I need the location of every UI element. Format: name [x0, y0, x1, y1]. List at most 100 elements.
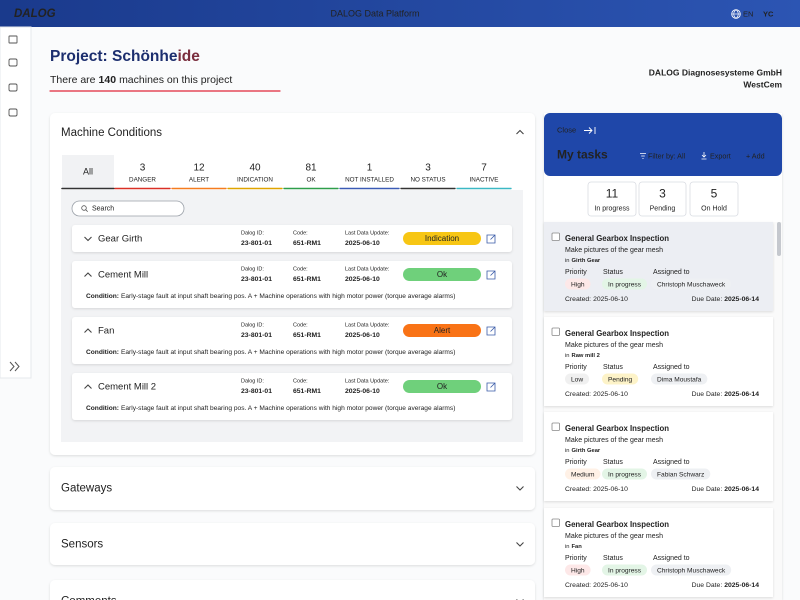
field-label: Dalog ID: — [241, 322, 264, 328]
created-value: 2025-06-10 — [593, 391, 628, 398]
condition-text: Condition: Early-stage fault at input sha… — [86, 293, 455, 300]
location-name: Raw mill 2 — [572, 353, 600, 359]
field-value: 23-801-01 — [241, 276, 272, 283]
section-panel[interactable] — [50, 523, 535, 565]
language[interactable]: EN — [743, 9, 753, 18]
task-pill-text: Pending — [608, 376, 633, 383]
task-description: Make pictures of the gear mesh — [565, 437, 663, 444]
platform-title: DALOG Data Platform — [330, 8, 419, 18]
field-value: 23-801-01 — [241, 240, 272, 247]
field-value: 2025-06-10 — [345, 332, 380, 339]
task-pill-text: In progress — [608, 567, 642, 574]
machine-card: Fan Dalog ID: 23-801-01 Code: 651-RM1 Last Da… — [72, 317, 512, 364]
field-value: 23-801-01 — [241, 388, 272, 395]
chevron-down[interactable] — [516, 542, 524, 547]
task-title: General Gearbox Inspection — [565, 329, 669, 338]
task-pill-text: Christoph Muschaweck — [657, 567, 726, 574]
task-summary[interactable]: 5 On Hold — [689, 181, 739, 217]
nav-icon[interactable] — [8, 83, 18, 92]
due-date: Due Date: 2025-06-14 — [692, 391, 760, 398]
status-tab[interactable]: 12 ALERT — [171, 163, 227, 190]
chevron-up[interactable] — [84, 272, 92, 277]
open-link-icon[interactable] — [486, 382, 496, 392]
filter-button[interactable]: Filter by: All — [648, 151, 686, 160]
field-label: Status — [603, 459, 623, 466]
search-box[interactable] — [71, 200, 185, 217]
open-link-icon[interactable] — [486, 234, 496, 244]
section-panel[interactable] — [50, 580, 535, 600]
status-tab[interactable]: 81 OK — [283, 163, 339, 190]
open-link-icon[interactable] — [486, 326, 496, 336]
task-card-bg — [544, 412, 773, 501]
field-label: Assigned to — [653, 364, 690, 371]
logo: DALOG — [14, 8, 56, 20]
status-tab[interactable]: 3 NO STATUS — [400, 163, 456, 190]
task-summary[interactable]: 3 Pending — [638, 181, 687, 217]
condition-label: Condition: — [86, 349, 119, 356]
field-label: Priority — [565, 459, 587, 466]
task-checkbox[interactable] — [551, 327, 560, 336]
chevron-up[interactable] — [84, 328, 92, 333]
nav-icon[interactable] — [8, 108, 18, 117]
task-pill — [565, 278, 591, 290]
location-name: Girth Gear — [572, 258, 601, 264]
chevron-up[interactable] — [84, 384, 92, 389]
tab-count: 3 — [140, 163, 146, 174]
section-title: Sensors — [61, 539, 103, 551]
task-card-bg — [544, 222, 773, 311]
created-label: Created: — [565, 486, 591, 493]
created-date: Created: 2025-06-10 — [565, 486, 628, 493]
project-title: Project: Schönheide — [50, 48, 200, 65]
task-pill-text: In progress — [608, 281, 642, 288]
field-label: Last Data Update: — [345, 322, 390, 328]
machine-name: Gear Girth — [98, 234, 142, 245]
status-tab[interactable]: 1 NOT INSTALLED — [339, 163, 400, 190]
status-tab[interactable]: 7 INACTIVE — [456, 163, 512, 190]
created-date: Created: 2025-06-10 — [565, 296, 628, 303]
expand-icon[interactable] — [9, 361, 20, 372]
task-pill-text: High — [571, 567, 585, 574]
task-pill-text: Christoph Muschaweck — [657, 281, 726, 288]
panel-title: Machine Conditions — [61, 127, 162, 139]
chevron-down[interactable] — [516, 486, 524, 491]
task-pill — [602, 468, 647, 480]
section-panel[interactable] — [50, 467, 535, 510]
task-location: in Raw mill 2 — [565, 353, 600, 359]
status-tab[interactable]: 3 DANGER — [114, 163, 171, 190]
task-summary[interactable]: 11 In progress — [587, 181, 637, 217]
status-tab[interactable]: 40 INDICATION — [227, 163, 283, 190]
user-initials[interactable]: YC — [763, 9, 774, 18]
chevron-down[interactable] — [84, 236, 92, 242]
created-date: Created: 2025-06-10 — [565, 391, 628, 398]
summary-box — [638, 181, 687, 217]
chevron-up[interactable] — [516, 129, 524, 135]
project-title-end: ide — [177, 48, 200, 65]
summary-count: 3 — [659, 187, 666, 201]
task-card[interactable]: General Gearbox Inspection Make pictures … — [544, 317, 773, 406]
task-card[interactable]: General Gearbox Inspection Make pictures … — [544, 412, 773, 501]
nav-icon[interactable] — [8, 58, 18, 67]
field-label: Status — [603, 269, 623, 276]
task-location: in Girth Gear — [565, 448, 601, 454]
task-card[interactable]: General Gearbox Inspection Make pictures … — [544, 222, 773, 311]
field-value: 651-RM1 — [293, 276, 321, 283]
task-checkbox[interactable] — [551, 422, 560, 431]
task-location: in Fan — [565, 544, 582, 550]
task-card[interactable]: General Gearbox Inspection Make pictures … — [544, 508, 773, 597]
status-tab[interactable]: All — [61, 155, 115, 190]
close-button[interactable]: Close — [557, 125, 576, 134]
tab-count: 1 — [367, 163, 373, 174]
task-checkbox[interactable] — [551, 518, 560, 527]
machine-card-bg — [72, 373, 512, 420]
summary-label: In progress — [594, 205, 630, 212]
field-label: Priority — [565, 269, 587, 276]
add-button[interactable]: + Add — [746, 151, 765, 160]
task-checkbox[interactable] — [551, 232, 560, 241]
scrollbar — [777, 222, 781, 256]
machine-count-prefix: There are — [50, 74, 96, 86]
export-button[interactable]: Export — [710, 151, 731, 160]
summary-label: On Hold — [701, 205, 727, 212]
nav-icon[interactable] — [8, 35, 18, 44]
status-text: Ok — [437, 382, 448, 391]
open-link-icon[interactable] — [486, 270, 496, 280]
